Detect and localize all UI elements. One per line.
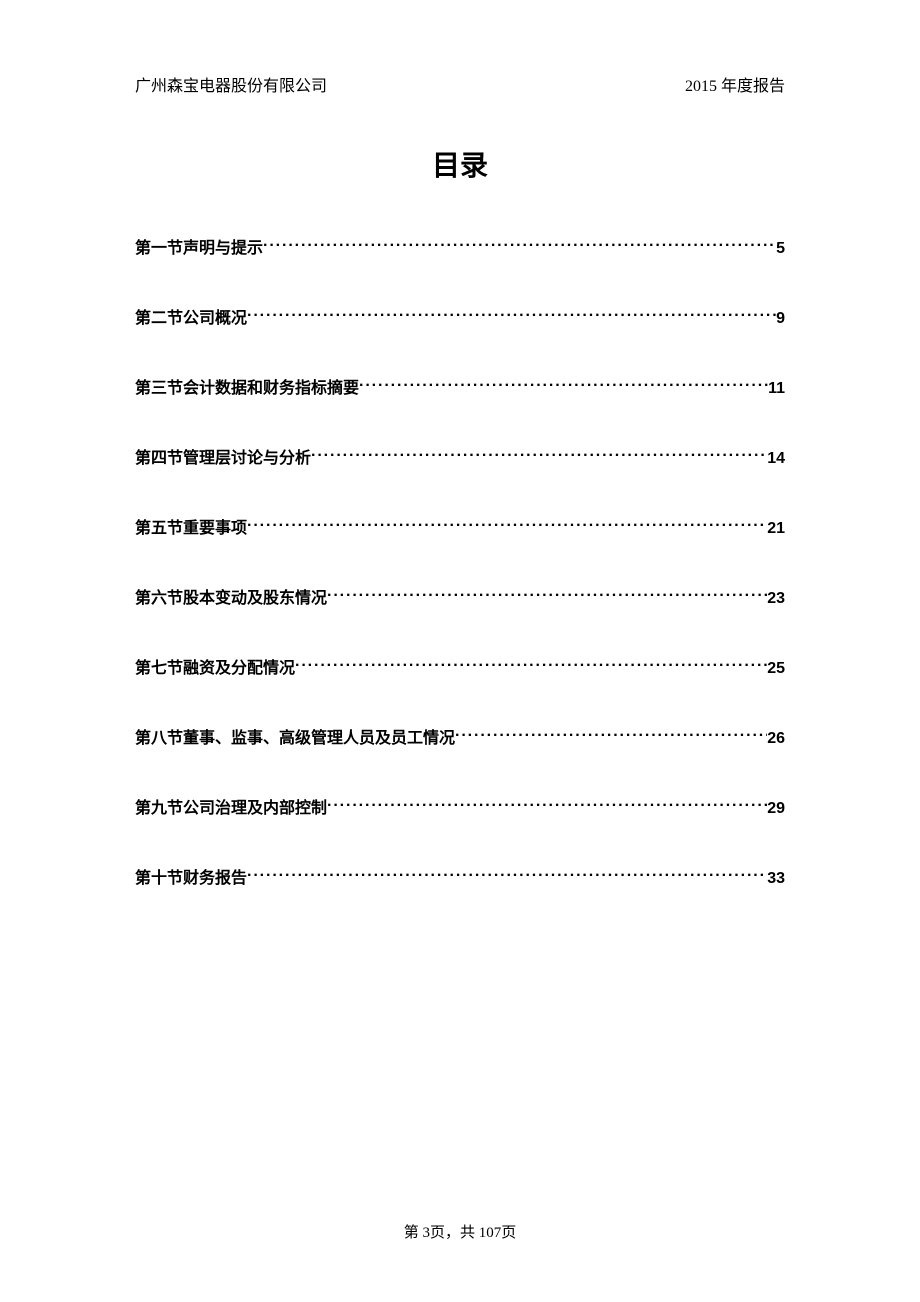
toc-entry-page: 5 (776, 240, 785, 258)
toc-title: 目录 (0, 144, 920, 184)
company-name: 广州森宝电器股份有限公司 (135, 72, 327, 96)
toc-entry-label: 第六节股本变动及股东情况 (135, 584, 327, 608)
toc-entry-label: 第四节管理层讨论与分析 (135, 444, 311, 468)
toc-entry: 第三节会计数据和财务指标摘要 11 (135, 374, 785, 398)
page-number: 第 3页，共 107页 (404, 1225, 517, 1241)
toc-dots (247, 867, 767, 883)
toc-entry: 第九节公司治理及内部控制 29 (135, 794, 785, 818)
toc-dots (247, 517, 767, 533)
toc-dots (247, 307, 776, 323)
toc-entry-label: 第九节公司治理及内部控制 (135, 794, 327, 818)
toc-dots (327, 587, 767, 603)
toc-dots (295, 657, 767, 673)
toc-entry-page: 29 (767, 800, 785, 818)
toc-entry-label: 第八节董事、监事、高级管理人员及员工情况 (135, 724, 455, 748)
toc-entry: 第七节融资及分配情况 25 (135, 654, 785, 678)
toc-entry-label: 第七节融资及分配情况 (135, 654, 295, 678)
toc-entry-page: 21 (767, 520, 785, 538)
toc-entry-label: 第十节财务报告 (135, 864, 247, 888)
toc-dots (455, 727, 767, 743)
toc-entry-page: 11 (768, 380, 785, 398)
toc-entry-page: 9 (776, 310, 785, 328)
toc-entry: 第五节重要事项 21 (135, 514, 785, 538)
toc-entry: 第一节声明与提示 5 (135, 234, 785, 258)
toc-entry-page: 14 (767, 450, 785, 468)
toc-entry-page: 25 (767, 660, 785, 678)
page-header: 广州森宝电器股份有限公司 2015 年度报告 (0, 0, 920, 96)
toc-entry: 第十节财务报告 33 (135, 864, 785, 888)
toc-entry: 第四节管理层讨论与分析 14 (135, 444, 785, 468)
toc-entry-label: 第三节会计数据和财务指标摘要 (135, 374, 359, 398)
toc-entry-page: 33 (767, 870, 785, 888)
report-label: 2015 年度报告 (685, 72, 785, 96)
toc-entry: 第六节股本变动及股东情况 23 (135, 584, 785, 608)
toc-dots (327, 797, 767, 813)
toc-entry-page: 23 (767, 590, 785, 608)
toc-entry-label: 第五节重要事项 (135, 514, 247, 538)
toc-entry-label: 第一节声明与提示 (135, 234, 263, 258)
page-footer: 第 3页，共 107页 (0, 1221, 920, 1242)
toc-dots (359, 377, 768, 393)
toc-entry-page: 26 (767, 730, 785, 748)
toc-container: 第一节声明与提示 5 第二节公司概况 9 第三节会计数据和财务指标摘要 11 第… (0, 234, 920, 888)
toc-dots (311, 447, 767, 463)
toc-entry: 第八节董事、监事、高级管理人员及员工情况 26 (135, 724, 785, 748)
toc-dots (263, 237, 776, 253)
toc-entry-label: 第二节公司概况 (135, 304, 247, 328)
toc-entry: 第二节公司概况 9 (135, 304, 785, 328)
